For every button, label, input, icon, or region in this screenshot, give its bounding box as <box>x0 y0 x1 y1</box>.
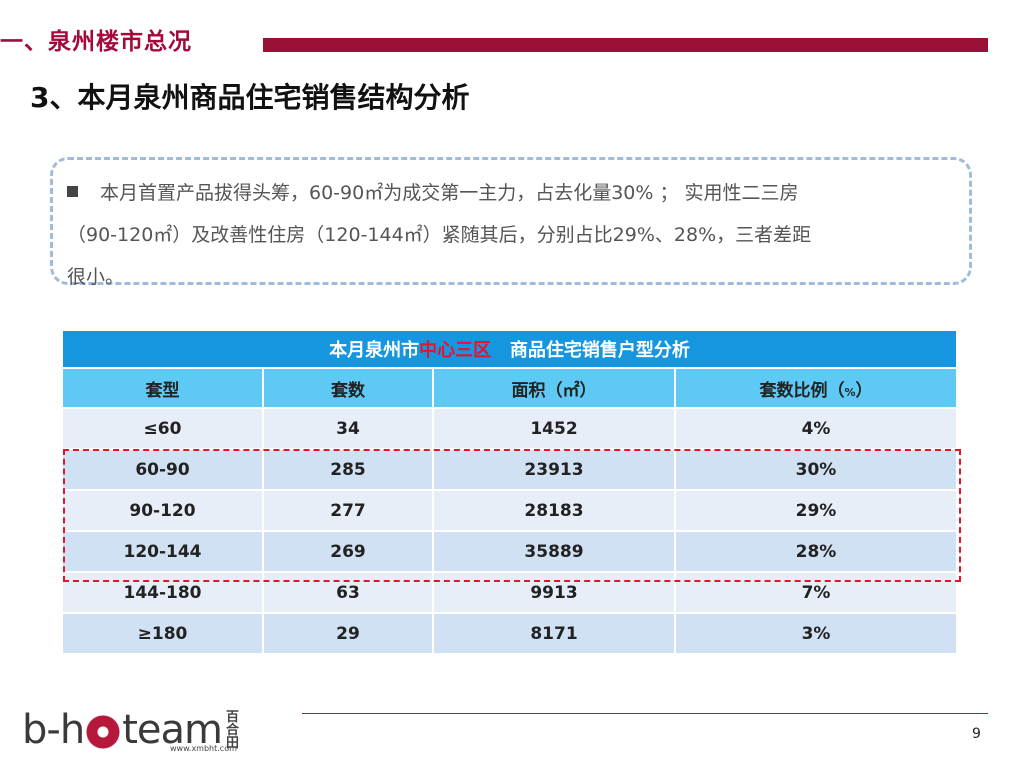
callout-line-2: （90-120㎡）及改善性住房（120-144㎡）紧随其后，分别占比29%、28… <box>67 224 812 246</box>
callout-line-1: 本月首置产品拔得头筹，60-90㎡为成交第一主力，占去化量30% ； 实用性二三… <box>100 182 799 204</box>
unit-type-table: 本月泉州市中心三区 商品住宅销售户型分析 套型 套数 面积（㎡） 套数比例（%）… <box>61 329 958 655</box>
cell-count: 269 <box>262 530 434 573</box>
logo-url: www.xmbht.com <box>170 744 237 753</box>
logo-chinese: 百合田 <box>225 709 239 751</box>
cell-area: 28183 <box>432 489 676 532</box>
cell-ratio: 30% <box>674 448 958 491</box>
callout-line-3: 很小。 <box>67 266 125 288</box>
header-bar <box>263 38 988 52</box>
column-header-type: 套型 <box>61 367 264 409</box>
cell-count: 285 <box>262 448 434 491</box>
cell-type: 60-90 <box>61 448 264 491</box>
cell-area: 8171 <box>432 612 676 655</box>
column-header-ratio: 套数比例（%） <box>674 367 958 409</box>
highlight-box <box>63 449 961 582</box>
table-row: ≤60 34 1452 4% <box>61 407 958 450</box>
cell-count: 29 <box>262 612 434 655</box>
cell-count: 63 <box>262 571 434 614</box>
table-row: 120-144 269 35889 28% <box>61 530 958 573</box>
cell-type: 120-144 <box>61 530 264 573</box>
square-bullet-icon <box>67 186 78 197</box>
table-row: 144-180 63 9913 7% <box>61 571 958 614</box>
cell-type: ≥180 <box>61 612 264 655</box>
cell-ratio: 28% <box>674 530 958 573</box>
column-header-area: 面积（㎡） <box>432 367 676 409</box>
cell-ratio: 3% <box>674 612 958 655</box>
logo-wordmark: b-h team <box>22 707 223 753</box>
table-title-row: 本月泉州市中心三区 商品住宅销售户型分析 <box>61 329 958 369</box>
summary-callout: 本月首置产品拔得头筹，60-90㎡为成交第一主力，占去化量30% ； 实用性二三… <box>50 157 972 288</box>
page-title: 3、本月泉州商品住宅销售结构分析 <box>30 81 470 114</box>
cell-ratio: 7% <box>674 571 958 614</box>
cell-area: 9913 <box>432 571 676 614</box>
cell-ratio: 29% <box>674 489 958 532</box>
table-row: 90-120 277 28183 29% <box>61 489 958 532</box>
table-row: 60-90 285 23913 30% <box>61 448 958 491</box>
table-header-row: 套型 套数 面积（㎡） 套数比例（%） <box>61 367 958 409</box>
page-number: 9 <box>972 726 981 742</box>
table-title-highlight: 中心三区 <box>419 340 492 361</box>
cell-ratio: 4% <box>674 407 958 450</box>
flower-logo-icon <box>86 715 121 749</box>
callout-text: 本月首置产品拔得头筹，60-90㎡为成交第一主力，占去化量30% ； 实用性二三… <box>67 172 957 298</box>
cell-count: 34 <box>262 407 434 450</box>
cell-type: 90-120 <box>61 489 264 532</box>
cell-type: ≤60 <box>61 407 264 450</box>
cell-area: 23913 <box>432 448 676 491</box>
cell-area: 1452 <box>432 407 676 450</box>
section-title: 一、泉州楼市总况 <box>0 29 192 55</box>
table-title: 本月泉州市中心三区 商品住宅销售户型分析 <box>61 329 958 369</box>
cell-count: 277 <box>262 489 434 532</box>
cell-type: 144-180 <box>61 571 264 614</box>
table-row: ≥180 29 8171 3% <box>61 612 958 655</box>
footer-divider <box>302 713 988 714</box>
column-header-count: 套数 <box>262 367 434 409</box>
cell-area: 35889 <box>432 530 676 573</box>
company-logo: b-h team 百合田 www.xmbht.com <box>22 706 239 754</box>
